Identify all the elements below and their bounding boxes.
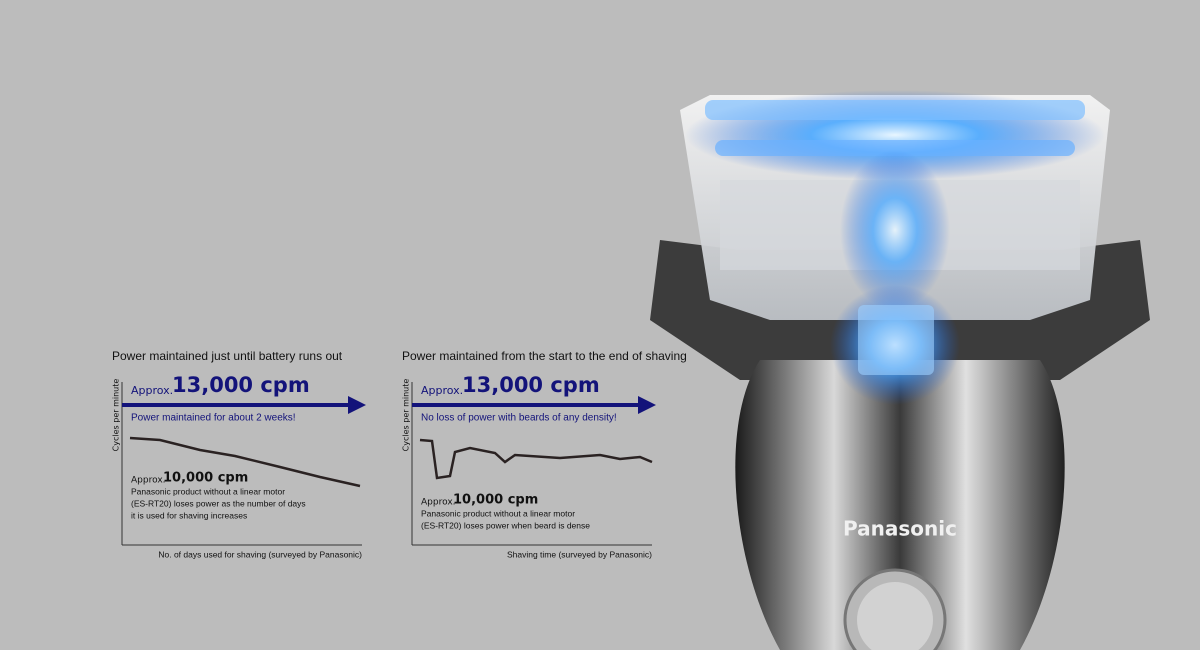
comparison-panel: Power maintained from the start to the e… [402,349,687,559]
shaver: Panasonic [650,90,1150,650]
low-note: Panasonic product without a linear motor [131,486,285,496]
high-prefix: Approx. [131,384,173,397]
high-prefix: Approx. [421,384,463,397]
arrow-head [348,396,366,414]
low-prefix: Approx. [131,476,166,486]
low-note: Panasonic product without a linear motor [421,508,575,518]
low-value: 10,000 cpm [453,493,538,508]
low-value: 10,000 cpm [163,471,248,486]
power-line [129,436,361,488]
y-axis-label: Cycles per minute [402,379,411,452]
brand-logo: Panasonic [843,517,957,541]
panel-title: Power maintained from the start to the e… [402,349,687,363]
comparison-panel: Power maintained just until battery runs… [112,349,366,559]
high-value: 13,000 cpm [462,373,600,397]
arrow-head [638,396,656,414]
low-note: (ES-RT20) loses power as the number of d… [131,498,306,508]
y-axis-label: Cycles per minute [112,379,121,452]
panels: Power maintained just until battery runs… [112,349,687,559]
x-axis-label: Shaving time (surveyed by Panasonic) [507,549,652,559]
panel-title: Power maintained just until battery runs… [112,349,343,363]
high-note: Power maintained for about 2 weeks! [131,413,296,424]
low-note: (ES-RT20) loses power when beard is dens… [421,520,590,530]
high-note: No loss of power with beards of any dens… [421,413,617,424]
high-value: 13,000 cpm [172,373,310,397]
x-axis-label: No. of days used for shaving (surveyed b… [158,549,362,559]
power-line [419,438,653,480]
low-prefix: Approx. [421,498,456,508]
low-note: it is used for shaving increases [131,510,247,520]
